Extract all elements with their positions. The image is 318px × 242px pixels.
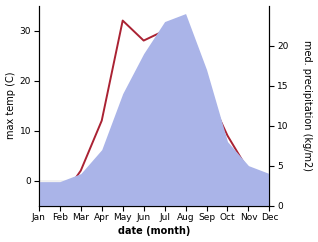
X-axis label: date (month): date (month) xyxy=(118,227,190,236)
Y-axis label: med. precipitation (kg/m2): med. precipitation (kg/m2) xyxy=(302,40,313,171)
Y-axis label: max temp (C): max temp (C) xyxy=(5,72,16,139)
